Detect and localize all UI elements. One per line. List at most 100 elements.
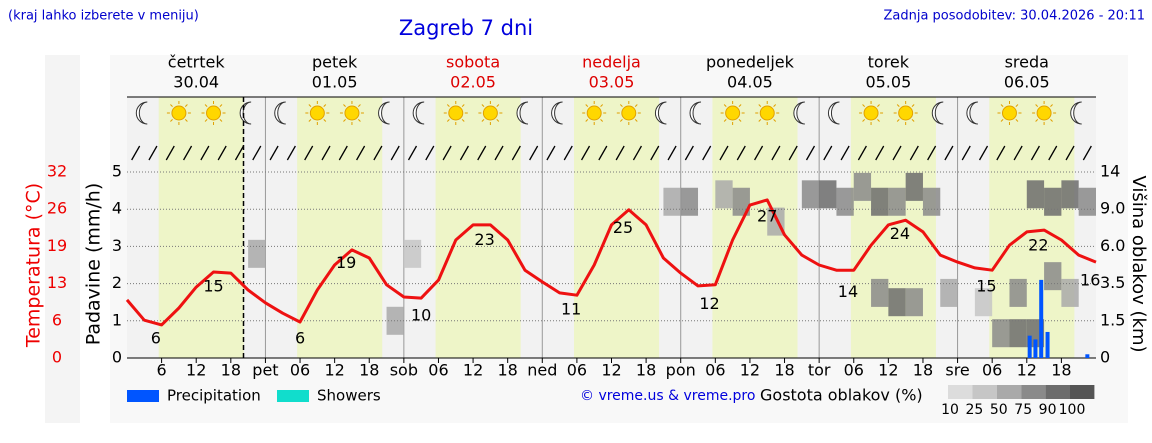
- cloud-cell: [905, 172, 923, 201]
- sun-ray: [585, 119, 589, 122]
- y2-tick-label: 32: [47, 162, 67, 181]
- cloud-legend-label: 50: [990, 402, 1008, 418]
- sun-ray: [877, 119, 880, 122]
- day-name: sobota: [446, 53, 500, 72]
- cloud-legend-box: [1070, 385, 1095, 399]
- sun-ray: [357, 119, 361, 122]
- wind-barb: [857, 145, 867, 161]
- wind-barb: [684, 145, 694, 161]
- sun-ray: [634, 119, 638, 122]
- y3-tick-label: 0: [1100, 348, 1110, 367]
- wind-barb: [736, 145, 746, 161]
- x-tick-label: 06: [428, 361, 448, 380]
- wind-barb: [200, 145, 210, 161]
- day-date: 04.05: [727, 73, 773, 92]
- sun-icon: [344, 105, 360, 121]
- sun-ray: [723, 104, 727, 107]
- x-tick-label: pon: [666, 361, 696, 380]
- wind-barb: [511, 145, 521, 161]
- cloud-cell: [1009, 278, 1027, 307]
- temperature-label: 6: [151, 329, 161, 348]
- temperature-label: 25: [613, 218, 633, 237]
- wind-barb: [650, 145, 660, 161]
- sun-ray: [496, 119, 500, 122]
- x-tick-label: 12: [878, 361, 898, 380]
- wind-barb: [407, 145, 418, 161]
- chart-title: Zagreb 7 dni: [399, 16, 533, 40]
- x-tick-label: tor: [808, 361, 831, 380]
- wind-barb: [131, 145, 141, 161]
- day-name: sreda: [1005, 53, 1049, 72]
- x-tick-label: 18: [359, 361, 379, 380]
- sun-icon: [759, 105, 775, 121]
- wind-barb: [459, 145, 469, 161]
- wind-barb: [702, 145, 712, 161]
- x-tick-label: 12: [463, 361, 483, 380]
- temperature-label: 24: [890, 224, 910, 243]
- y2-tick-label: 13: [47, 273, 67, 292]
- sun-ray: [911, 119, 915, 122]
- x-tick-label: 12: [324, 361, 344, 380]
- day-name: torek: [868, 53, 910, 72]
- cloud-cell: [801, 180, 820, 209]
- y3-tick-label: 9.0: [1100, 199, 1125, 218]
- x-tick-label: 06: [290, 361, 310, 380]
- cloud-cell: [940, 278, 958, 307]
- sun-ray: [170, 104, 173, 107]
- sun-ray: [481, 119, 485, 122]
- temperature-label: 23: [474, 230, 494, 249]
- sun-ray: [1015, 119, 1019, 122]
- temperature-label: 19: [336, 253, 356, 272]
- cloud-legend-box: [972, 385, 997, 399]
- cloud-cell: [992, 319, 1010, 348]
- sun-ray: [446, 119, 450, 122]
- x-tick-label: 06: [567, 361, 587, 380]
- day-date: 01.05: [312, 73, 358, 92]
- y3-axis-title: Višina oblakov (km): [1128, 175, 1149, 352]
- moon-icon: [274, 101, 286, 125]
- wind-barb: [1030, 145, 1041, 161]
- sun-ray: [758, 104, 762, 107]
- y2-tick-label: 26: [47, 199, 67, 218]
- wind-barb: [927, 145, 937, 161]
- sun-ray: [1035, 104, 1039, 107]
- cloud-legend-label: 75: [1014, 402, 1032, 418]
- sun-ray: [308, 119, 312, 122]
- temperature-label: 6: [295, 329, 305, 348]
- y-tick-label: 4: [112, 199, 122, 218]
- wind-barb: [996, 145, 1006, 161]
- moon-icon: [516, 101, 529, 125]
- daylight-band: [158, 97, 244, 358]
- day-date: 05.05: [865, 73, 911, 92]
- wind-barb: [978, 145, 989, 161]
- precip-bar: [1039, 279, 1044, 358]
- cloud-legend-label: 10: [941, 402, 959, 418]
- sun-ray: [634, 104, 638, 107]
- sun-icon: [1001, 105, 1017, 121]
- wind-barb: [754, 145, 764, 161]
- day-name: četrtek: [168, 53, 226, 72]
- daylight-band: [989, 97, 1075, 358]
- subtitle: (kraj lahko izberete v meniju): [8, 9, 199, 24]
- cloud-cell: [871, 278, 889, 307]
- sun-ray: [461, 104, 465, 107]
- wind-barb: [909, 145, 919, 161]
- temperature-label: 14: [838, 282, 858, 301]
- sun-icon: [448, 105, 464, 121]
- sun-ray: [738, 104, 742, 107]
- cloud-cell: [1044, 187, 1062, 216]
- sun-ray: [204, 104, 208, 107]
- cloud-cell: [836, 187, 854, 216]
- sun-ray: [481, 104, 485, 107]
- wind-barb: [788, 145, 798, 161]
- cloud-cell: [1061, 180, 1079, 209]
- wind-barb: [598, 145, 608, 161]
- sun-ray: [219, 104, 223, 107]
- day-date: 03.05: [589, 73, 635, 92]
- cloud-cell: [1026, 180, 1045, 209]
- temperature-label: 11: [561, 300, 581, 319]
- x-tick-label: 6: [157, 361, 167, 380]
- update-time: Zadnja posodobitev: 30.04.2026 - 20:11: [883, 9, 1145, 24]
- sun-icon: [898, 105, 914, 121]
